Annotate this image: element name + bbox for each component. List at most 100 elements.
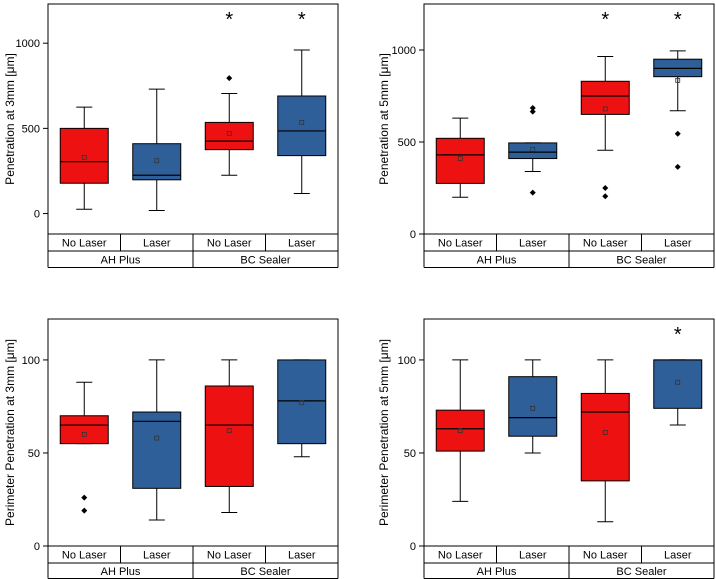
box-1 xyxy=(59,381,109,514)
y-axis-label: Perimeter Penetration at 3mm [μm] xyxy=(3,339,17,526)
category-label: No Laser xyxy=(583,238,628,250)
group-label: AH Plus xyxy=(477,255,517,267)
mean-marker xyxy=(602,106,608,112)
box-iqr xyxy=(277,359,327,445)
outlier-point xyxy=(226,75,233,82)
category-label: No Laser xyxy=(207,238,252,250)
outlier-point xyxy=(81,507,88,514)
mean-marker xyxy=(530,146,536,152)
y-axis-label: Perimeter Penetration at 5mm [μm] xyxy=(377,339,391,526)
category-label: Laser xyxy=(519,550,547,562)
box-4: * xyxy=(277,9,327,194)
group-label: BC Sealer xyxy=(616,255,666,267)
box-iqr xyxy=(204,385,254,487)
box-iqr xyxy=(132,411,182,489)
chart-panel-1: 0 500 1000 Penetration at 3mm [μm] No Laser L… xyxy=(3,3,339,268)
y-tick-label: 50 xyxy=(28,448,40,460)
significance-star: * xyxy=(601,9,609,31)
box-iqr xyxy=(59,415,109,445)
significance-star: * xyxy=(225,9,233,31)
box-4: * xyxy=(653,9,703,170)
outlier-point xyxy=(529,189,536,196)
box-1 xyxy=(435,359,485,502)
box-3 xyxy=(204,359,254,514)
box-iqr xyxy=(132,143,182,181)
box-1 xyxy=(59,106,109,210)
category-label: No Laser xyxy=(438,238,483,250)
group-label: AH Plus xyxy=(101,255,141,267)
box-iqr xyxy=(580,80,630,115)
box-4: * xyxy=(653,324,703,426)
group-label: AH Plus xyxy=(477,566,517,578)
group-label: BC Sealer xyxy=(616,566,666,578)
mean-marker xyxy=(602,430,608,435)
mean-marker xyxy=(81,154,87,160)
y-tick-label: 500 xyxy=(22,123,40,135)
significance-star: * xyxy=(674,324,682,346)
plot-frame xyxy=(423,3,715,235)
outlier-point xyxy=(602,185,609,191)
significance-star: * xyxy=(674,9,682,31)
mean-marker xyxy=(530,405,536,411)
category-label: No Laser xyxy=(62,550,107,562)
chart-panel-3: 0 50 100 Perimeter Penetration at 3mm [μm] N… xyxy=(3,318,339,579)
y-tick-label: 100 xyxy=(22,355,40,367)
y-tick-label: 100 xyxy=(398,355,416,367)
category-label: Laser xyxy=(519,238,547,250)
outlier-point xyxy=(674,163,681,170)
outlier-point xyxy=(529,104,536,111)
mean-marker xyxy=(457,156,463,161)
outlier-point xyxy=(529,108,536,115)
category-label: Laser xyxy=(288,550,316,562)
box-3 xyxy=(580,359,630,523)
category-label: Laser xyxy=(664,550,692,562)
y-tick-label: 0 xyxy=(410,229,416,241)
mean-marker xyxy=(299,400,305,406)
group-label: BC Sealer xyxy=(240,566,290,578)
y-axis-label: Penetration at 5mm [μm] xyxy=(377,53,391,185)
mean-marker xyxy=(299,120,305,125)
mean-marker xyxy=(675,77,681,83)
box-2 xyxy=(132,359,182,521)
y-axis-label: Penetration at 3mm [μm] xyxy=(3,53,17,185)
mean-marker xyxy=(226,428,232,434)
box-iqr xyxy=(204,121,254,151)
mean-marker xyxy=(457,428,463,434)
outlier-point xyxy=(81,494,88,501)
box-iqr xyxy=(435,409,485,452)
box-4 xyxy=(277,359,327,458)
mean-marker xyxy=(81,431,87,437)
box-2 xyxy=(508,104,558,196)
category-label: No Laser xyxy=(62,238,107,250)
box-iqr xyxy=(508,142,558,160)
category-label: Laser xyxy=(664,238,692,250)
y-tick-label: 0 xyxy=(410,541,416,553)
y-tick-label: 1000 xyxy=(392,45,416,57)
significance-star: * xyxy=(298,9,306,31)
box-1 xyxy=(435,117,485,198)
group-label: AH Plus xyxy=(101,566,141,578)
category-label: No Laser xyxy=(438,550,483,562)
outlier-point xyxy=(674,130,681,137)
y-tick-label: 500 xyxy=(398,137,416,149)
y-tick-label: 1000 xyxy=(16,38,40,50)
mean-marker xyxy=(226,131,232,136)
y-tick-label: 50 xyxy=(404,448,416,460)
outlier-point xyxy=(602,193,609,200)
box-iqr xyxy=(59,127,109,184)
mean-marker xyxy=(154,158,160,164)
box-iqr xyxy=(277,95,327,157)
mean-marker xyxy=(154,435,160,441)
category-label: No Laser xyxy=(583,550,628,562)
group-label: BC Sealer xyxy=(240,255,290,267)
category-label: No Laser xyxy=(207,550,252,562)
box-2 xyxy=(132,88,182,211)
box-3: * xyxy=(204,9,254,176)
box-3: * xyxy=(580,9,630,200)
box-iqr xyxy=(580,392,630,482)
box-2 xyxy=(508,359,558,454)
category-label: Laser xyxy=(143,550,171,562)
y-tick-label: 0 xyxy=(34,209,40,221)
chart-panel-4: 0 50 100 Perimeter Penetration at 5mm [μm] N… xyxy=(377,318,715,579)
